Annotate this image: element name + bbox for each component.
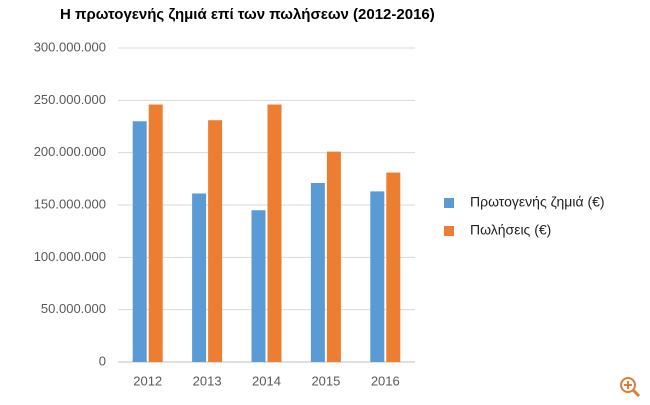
- y-tick-label: 200.000.000: [34, 144, 106, 159]
- zoom-handle: [631, 388, 641, 398]
- y-tick-label: 150.000.000: [34, 196, 106, 211]
- bar: [326, 151, 341, 362]
- bar: [251, 210, 266, 362]
- bar: [386, 172, 401, 362]
- x-tick-label: 2016: [371, 373, 400, 388]
- bar: [148, 104, 163, 363]
- bar: [310, 183, 325, 362]
- bar: [370, 191, 385, 362]
- chart-title: Η πρωτογενής ζημιά επί των πωλήσεων (201…: [60, 6, 435, 23]
- x-tick-label: 2013: [193, 373, 222, 388]
- x-tick-label: 2014: [252, 373, 281, 388]
- legend-label: Πρωτογενής ζημιά (€): [470, 194, 605, 210]
- legend-label: Πωλήσεις (€): [470, 222, 551, 238]
- y-tick-label: 250.000.000: [34, 92, 106, 107]
- y-tick-label: 300.000.000: [34, 39, 106, 54]
- bar: [132, 121, 147, 363]
- x-tick-label: 2012: [133, 373, 162, 388]
- bar: [208, 120, 223, 362]
- zoom-icon[interactable]: [620, 377, 641, 398]
- x-tick-label: 2015: [311, 373, 340, 388]
- legend-marker: [444, 226, 454, 236]
- legend-marker: [444, 198, 454, 208]
- y-tick-label: 50.000.000: [41, 301, 106, 316]
- bar: [267, 104, 282, 363]
- y-tick-label: 0: [99, 353, 106, 368]
- zoom-circle: [620, 377, 636, 393]
- y-tick-label: 100.000.000: [34, 249, 106, 264]
- bar: [192, 193, 207, 362]
